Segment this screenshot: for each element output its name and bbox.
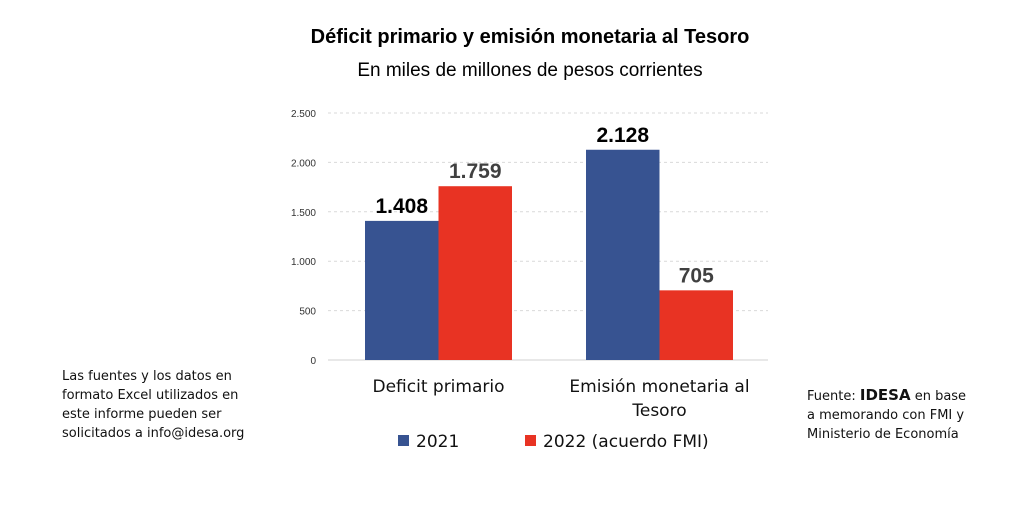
- left-note-line: solicitados a info@idesa.org: [62, 426, 245, 441]
- data-label: 705: [679, 264, 714, 287]
- data-label: 1.759: [449, 160, 502, 183]
- left-note: Las fuentes y los datos en formato Excel…: [62, 367, 244, 443]
- left-note-line: este informe pueden ser: [62, 407, 222, 422]
- source-line: Ministerio de Economía: [807, 427, 959, 442]
- legend-label: 2021: [416, 432, 459, 452]
- chart-title: Déficit primario y emisión monetaria al …: [310, 26, 750, 48]
- y-tick-label: 0: [310, 356, 316, 367]
- y-tick-label: 2.000: [291, 158, 316, 169]
- y-tick-label: 1.500: [291, 208, 316, 219]
- x-category-label: Deficit primario: [373, 377, 505, 397]
- y-tick-label: 1.000: [291, 257, 316, 268]
- data-label: 2.128: [596, 124, 649, 147]
- source-note: Fuente: IDESA en base a memorando con FM…: [807, 386, 966, 444]
- y-tick-label: 2.500: [291, 109, 316, 120]
- x-category-label: Emisión monetaria al: [569, 377, 749, 397]
- bar-2022: [438, 186, 512, 360]
- chart-subtitle: En miles de millones de pesos corrientes: [357, 60, 703, 81]
- y-tick-label: 500: [299, 307, 316, 318]
- left-note-line: formato Excel utilizados en: [62, 388, 239, 403]
- bar-2021: [586, 149, 660, 360]
- data-label: 1.408: [375, 195, 428, 218]
- left-note-line: Las fuentes y los datos en: [62, 369, 232, 384]
- source-brand: IDESA: [859, 386, 911, 404]
- source-line: a memorando con FMI y: [807, 408, 965, 423]
- legend-label: 2022 (acuerdo FMI): [543, 432, 709, 452]
- source-suffix: en base: [910, 389, 967, 404]
- bar-2022: [659, 290, 733, 360]
- x-category-label: Tesoro: [631, 401, 686, 421]
- legend-swatch: [398, 435, 409, 446]
- legend-swatch: [525, 435, 536, 446]
- source-prefix: Fuente:: [807, 389, 860, 404]
- bar-2021: [365, 220, 439, 360]
